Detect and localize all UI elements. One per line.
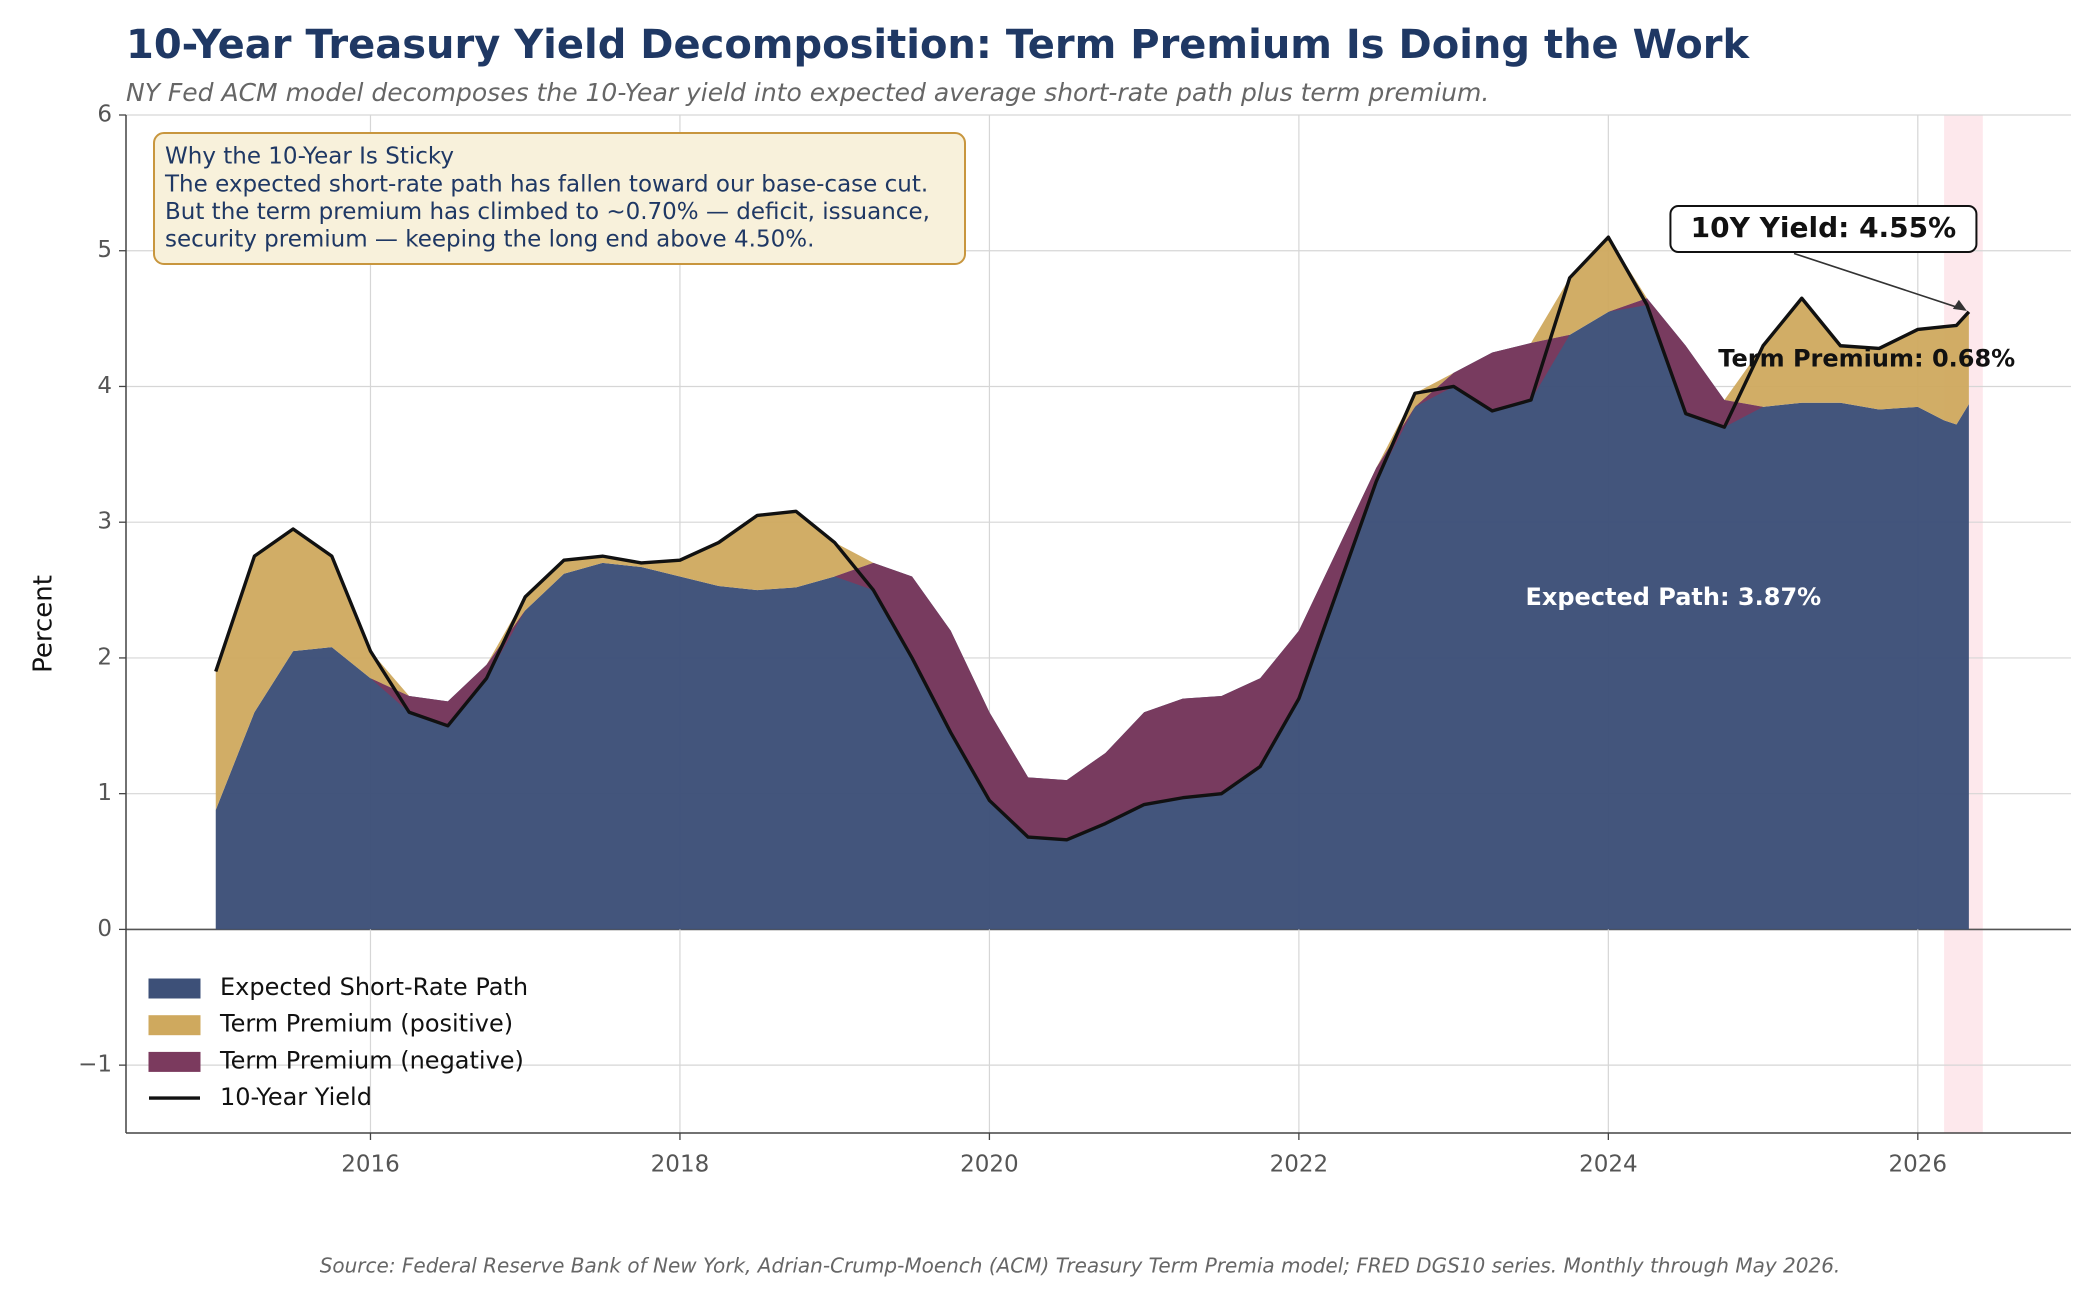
premium-annotation: Term Premium: 0.68%: [1718, 344, 2015, 372]
annotation-arrow: [1793, 252, 1966, 311]
expected-annotation: Expected Path: 3.87%: [1525, 583, 1821, 611]
yield-line: [214, 235, 1971, 842]
arrow-head: [1952, 299, 1967, 311]
legend-label: Term Premium (negative): [219, 1046, 524, 1074]
y-tick-label: 4: [97, 373, 112, 399]
y-tick-label: 6: [97, 102, 112, 128]
note-line: security premium — keeping the long end …: [165, 227, 814, 253]
legend-swatch: [148, 1015, 201, 1036]
yield-annotation: 10Y Yield: 4.55%: [1691, 211, 1957, 244]
y-tick-label: 1: [97, 780, 112, 806]
x-tick-label: 2016: [341, 1152, 400, 1178]
y-tick-label: 3: [97, 509, 112, 535]
expected-path-area: [215, 298, 1969, 930]
y-tick-label: 0: [97, 916, 112, 942]
x-tick-label: 2018: [651, 1152, 710, 1178]
y-tick-label: −1: [78, 1052, 112, 1078]
source-note: Source: Federal Reserve Bank of New York…: [320, 1254, 1841, 1278]
note-line: The expected short-rate path has fallen …: [164, 172, 928, 198]
note-title: Why the 10-Year Is Sticky: [165, 144, 454, 170]
x-tick-label: 2026: [1889, 1152, 1948, 1178]
legend-label: 10-Year Yield: [220, 1083, 372, 1111]
y-tick-label: 2: [97, 644, 112, 670]
note-line: But the term premium has climbed to ~0.7…: [165, 199, 930, 225]
legend-swatch: [148, 1051, 201, 1072]
legend-swatch: [148, 978, 201, 999]
y-axis-label: Percent: [29, 575, 59, 673]
legend-label: Term Premium (positive): [219, 1010, 513, 1038]
chart-subtitle: NY Fed ACM model decomposes the 10-Year …: [126, 78, 1489, 107]
x-tick-label: 2024: [1579, 1152, 1638, 1178]
x-tick-label: 2022: [1270, 1152, 1329, 1178]
x-tick-label: 2020: [960, 1152, 1019, 1178]
chart-title: 10-Year Treasury Yield Decomposition: Te…: [126, 22, 1751, 68]
y-tick-label: 5: [97, 237, 112, 263]
note-box: [153, 132, 966, 265]
annotation-box: [1669, 205, 1978, 254]
legend-label: Expected Short-Rate Path: [220, 973, 528, 1001]
